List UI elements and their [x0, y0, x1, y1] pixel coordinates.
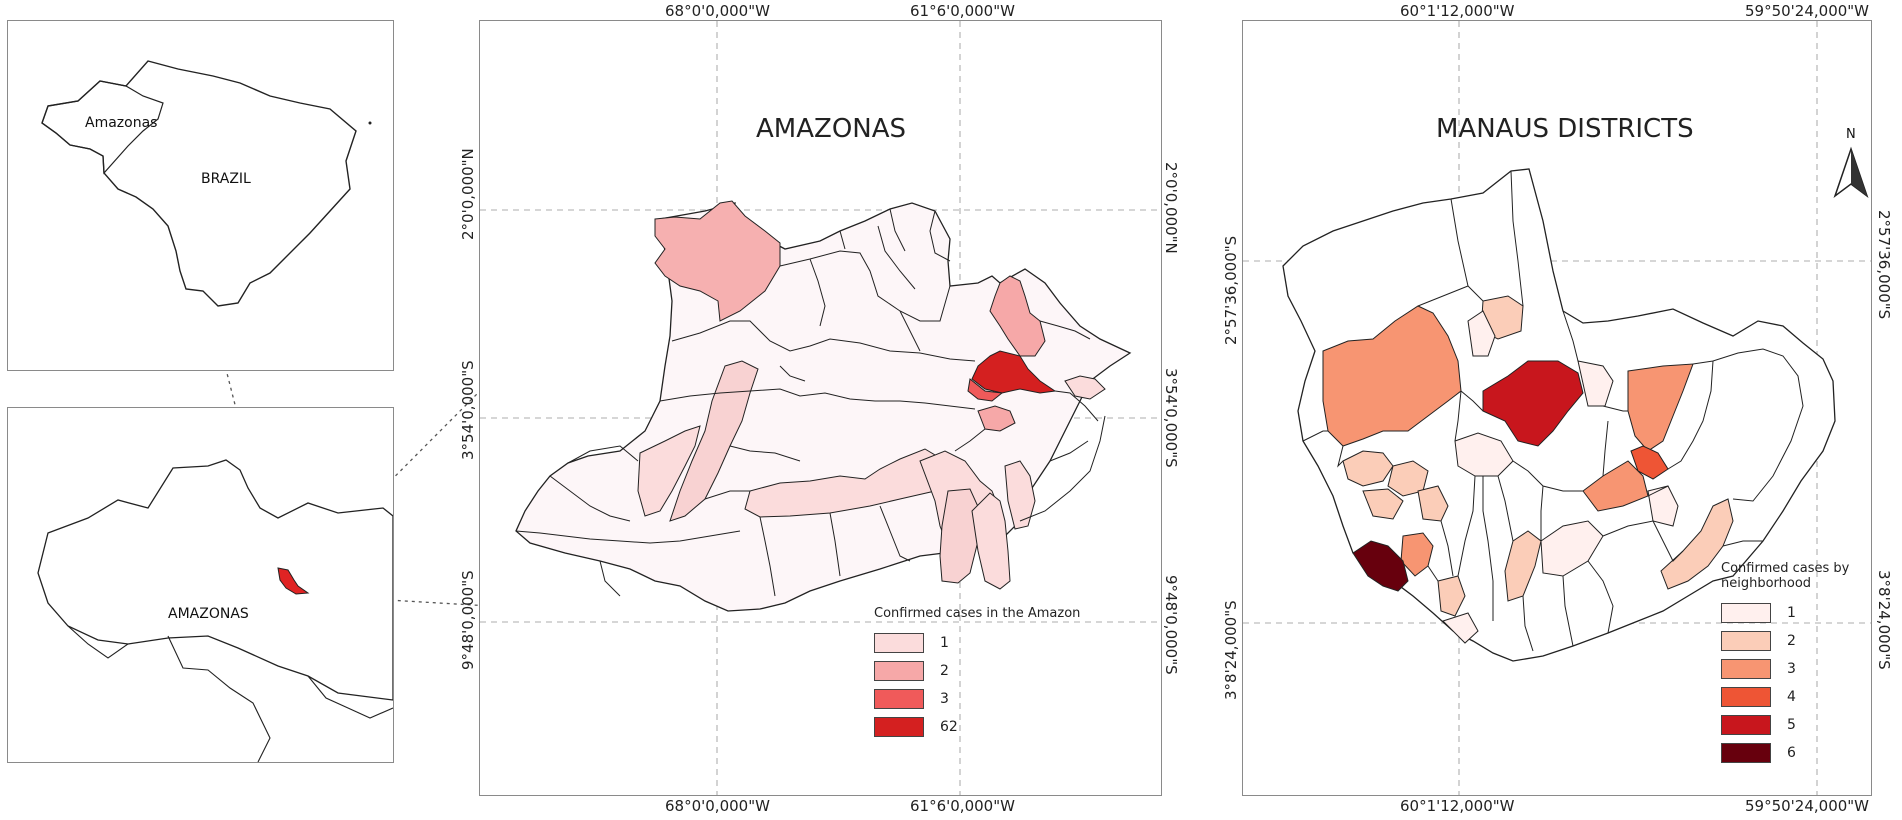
legend-label: 6: [1787, 745, 1796, 761]
manaus-map-title: MANAUS DISTRICTS: [1436, 114, 1694, 144]
legend-swatch: [1721, 659, 1771, 679]
district-mid-1d: [1467, 310, 1496, 357]
manaus-bottom-coord: 60°1'12,000"W: [1400, 797, 1515, 815]
manaus-highlight: [277, 567, 310, 595]
manaus-map-panel: MANAUS DISTRICTS N Confirmed cases by ne…: [1242, 20, 1872, 796]
manaus-top-coord: 59°50'24,000"W: [1745, 2, 1870, 20]
muni-iranduba: [967, 378, 1004, 402]
amazonas-state-shape: [37, 459, 393, 701]
legend-swatch: [874, 633, 924, 653]
district-cidade-nova: [1482, 360, 1584, 447]
amazonas-inset-panel: AMAZONAS: [7, 407, 394, 763]
legend-label: 5: [1787, 717, 1796, 733]
muni-barcelos: [654, 200, 781, 322]
amazonas-municipalities-map: [480, 21, 1161, 795]
amazonas-bottom-coord: 68°0'0,000"W: [665, 797, 770, 815]
legend-swatch: [1721, 687, 1771, 707]
manaus-legend-title-1: Confirmed cases by: [1721, 561, 1850, 576]
district-east-2: [1660, 498, 1734, 590]
legend-item: 1: [1721, 599, 1849, 627]
amazonas-map-title: AMAZONAS: [756, 114, 907, 144]
muni-urucara: [989, 275, 1046, 357]
legend-label: 2: [1787, 633, 1796, 649]
legend-item: 3: [874, 685, 1080, 713]
legend-item: 4: [1721, 683, 1849, 711]
legend-label: 1: [1787, 605, 1796, 621]
amazonas-outline: [515, 202, 1132, 612]
muni-manaus: [971, 350, 1057, 394]
legend-swatch: [874, 661, 924, 681]
amazonas-map-panel: AMAZONAS Confirmed cases in the Amazon 1…: [479, 20, 1162, 796]
legend-item: 2: [874, 657, 1080, 685]
manaus-legend-title-2: neighborhood: [1721, 576, 1812, 591]
manaus-left-coord: 3°8'24,000"S: [1222, 600, 1240, 700]
legend-swatch: [1721, 743, 1771, 763]
amazonas-inset-label: Amazonas: [85, 115, 158, 131]
amazonas-right-coord: 3°54'0,000"S: [1162, 368, 1180, 468]
legend-item: 62: [874, 713, 1080, 741]
amazonas-bottom-coord: 61°6'0,000"W: [910, 797, 1015, 815]
muni-itacoatiara: [1064, 375, 1106, 400]
amazonas-right-coord: 2°0'0,000"N: [1162, 162, 1180, 254]
amazonas-state-label: AMAZONAS: [168, 606, 249, 622]
district-south-2b: [1504, 530, 1542, 602]
legend-label: 2: [940, 663, 949, 679]
district-south-1a: [1540, 520, 1604, 577]
legend-item: 1: [874, 629, 1080, 657]
amazonas-left-coord: 2°0'0,000"N: [459, 148, 477, 240]
district-south-2a: [1437, 575, 1466, 617]
legend-item: 6: [1721, 739, 1849, 767]
brazil-label: BRAZIL: [201, 171, 251, 187]
amazonas-right-coord: 9°48'0,000"S: [1162, 575, 1180, 675]
muni-carauari: [637, 425, 701, 517]
amazonas-top-coord: 61°6'0,000"W: [910, 2, 1015, 20]
legend-label: 3: [1787, 661, 1796, 677]
amazonas-left-coord: 3°54'0,000"S: [459, 360, 477, 460]
amazonas-legend: Confirmed cases in the Amazon 1 2 3 62: [874, 606, 1080, 741]
north-arrow-icon: [1833, 146, 1869, 199]
brazil-outline: [41, 60, 357, 307]
amazonas-legend-title: Confirmed cases in the Amazon: [874, 606, 1081, 621]
manaus-bottom-coord: 59°50'24,000"W: [1745, 797, 1870, 815]
district-tarumã: [1322, 305, 1462, 447]
manaus-left-coord: 2°57'36,000"S: [1222, 235, 1240, 345]
legend-item: 5: [1721, 711, 1849, 739]
legend-label: 62: [940, 719, 958, 735]
muni-labrea: [971, 492, 1011, 590]
legend-item: 2: [1721, 627, 1849, 655]
legend-item: 3: [1721, 655, 1849, 683]
legend-swatch: [874, 689, 924, 709]
legend-label: 3: [940, 691, 949, 707]
legend-swatch: [874, 717, 924, 737]
amazonas-state-outline: [41, 80, 164, 175]
legend-swatch: [1721, 715, 1771, 735]
district-west-2d: [1362, 488, 1404, 520]
amazonas-top-coord: 68°0'0,000"W: [665, 2, 770, 20]
manaus-legend: Confirmed cases by neighborhood 1 2 3 4 …: [1721, 561, 1849, 767]
district-mid-1e: [1442, 612, 1479, 644]
manaus-right-coord: 2°57'36,000"S: [1875, 210, 1893, 320]
north-label: N: [1846, 127, 1856, 142]
district-mid-1b: [1577, 360, 1614, 407]
brazil-inset-panel: Amazonas BRAZIL: [7, 20, 394, 371]
district-east-3: [1627, 363, 1694, 452]
district-mid-1a: [1454, 432, 1514, 477]
manaus-right-coord: 3°8'24,000"S: [1875, 570, 1893, 670]
amazonas-left-coord: 9°48'0,000"S: [459, 570, 477, 670]
amazonas-state-map: [37, 459, 393, 762]
manaus-districts-map: [1243, 21, 1871, 795]
district-ponta-negra: [1352, 540, 1409, 592]
muni-tapaua: [939, 488, 981, 584]
legend-swatch: [1721, 603, 1771, 623]
legend-label: 4: [1787, 689, 1796, 705]
district-west-2a: [1342, 450, 1394, 487]
district-mid-1c: [1647, 485, 1679, 527]
legend-label: 1: [940, 635, 949, 651]
district-east-3b: [1582, 460, 1649, 512]
muni-manicore: [1004, 460, 1036, 530]
manaus-top-coord: 60°1'12,000"W: [1400, 2, 1515, 20]
district-west-2c: [1417, 485, 1449, 522]
brazil-map: [41, 60, 372, 307]
legend-swatch: [1721, 631, 1771, 651]
